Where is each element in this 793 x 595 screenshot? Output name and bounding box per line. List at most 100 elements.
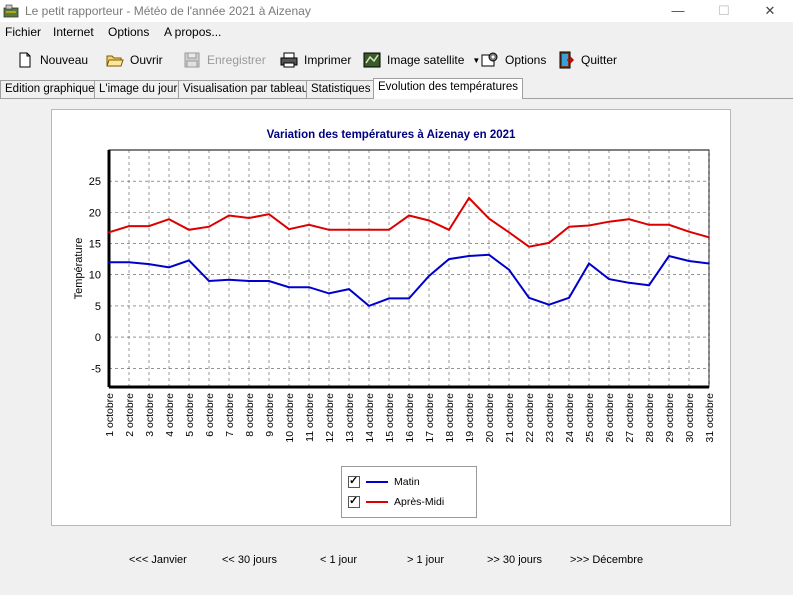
new-document-icon: [19, 52, 31, 68]
legend-item-apres-midi[interactable]: Après-Midi: [348, 494, 444, 510]
x-tick-label: 18 octobre: [444, 393, 456, 443]
data-point-matin: [428, 275, 430, 277]
print-label: Imprimer: [304, 53, 352, 67]
new-label: Nouveau: [40, 53, 89, 67]
y-tick-label: 15: [89, 239, 101, 251]
data-point-matin: [648, 284, 650, 287]
toolbar: Nouveau Ouvrir Enregistrer Imprimer Imag…: [0, 46, 793, 74]
data-point-apres-midi: [528, 245, 530, 248]
tab-edition-graphique[interactable]: Edition graphique: [0, 80, 100, 98]
x-tick-label: 12 octobre: [324, 393, 336, 443]
data-point-apres-midi: [328, 229, 330, 231]
x-tick-label: 2 octobre: [124, 393, 136, 437]
tab-evolution-temperatures[interactable]: Evolution des températures: [373, 78, 523, 99]
legend-checkbox-matin[interactable]: [348, 474, 360, 488]
title-bar: Le petit rapporteur - Météo de l'année 2…: [0, 0, 793, 22]
x-tick-label: 30 octobre: [684, 393, 696, 443]
x-tick-label: 8 octobre: [244, 393, 256, 437]
new-button[interactable]: Nouveau: [16, 50, 88, 70]
data-point-matin: [608, 278, 610, 280]
data-point-matin: [628, 282, 630, 284]
x-tick-label: 27 octobre: [624, 393, 636, 443]
data-point-matin: [148, 263, 150, 265]
open-folder-icon: [106, 55, 124, 67]
data-point-apres-midi: [468, 197, 470, 199]
menu-fichier[interactable]: Fichier: [5, 25, 42, 39]
x-tick-label: 29 octobre: [664, 393, 676, 443]
quit-label: Quitter: [581, 53, 618, 67]
data-point-apres-midi: [488, 217, 490, 220]
data-point-apres-midi: [128, 225, 130, 227]
x-tick-label: 31 octobre: [704, 393, 716, 443]
quit-button[interactable]: Quitter: [557, 50, 617, 70]
y-tick-label: 5: [95, 301, 101, 313]
data-point-matin: [668, 255, 670, 257]
x-tick-label: 28 octobre: [644, 393, 656, 443]
data-point-matin: [328, 292, 330, 295]
open-button[interactable]: Ouvrir: [106, 50, 163, 70]
nav-decembre-button[interactable]: >>> Décembre: [570, 554, 644, 566]
nav-janvier-button[interactable]: <<< Janvier: [129, 554, 187, 566]
options-icon: [481, 52, 498, 67]
x-tick-label: 16 octobre: [404, 393, 416, 443]
tab-statistiques[interactable]: Statistiques: [306, 80, 376, 98]
tab-image-du-jour[interactable]: L'image du jour: [94, 80, 183, 98]
legend-label-apres-midi: Après-Midi: [394, 496, 445, 508]
data-point-apres-midi: [168, 218, 170, 221]
data-point-apres-midi: [608, 220, 610, 223]
satellite-label: Image satellite: [387, 53, 465, 67]
data-point-matin: [308, 286, 310, 289]
legend-label-matin: Matin: [394, 476, 420, 488]
minimize-button[interactable]: —: [671, 3, 685, 18]
maximize-button[interactable]: ☐: [718, 3, 730, 18]
data-point-apres-midi: [288, 228, 290, 231]
x-tick-label: 7 octobre: [224, 393, 236, 437]
dropdown-arrow-icon[interactable]: ▼: [472, 55, 481, 65]
legend-checkbox-apres-midi[interactable]: [348, 494, 360, 508]
data-point-matin: [488, 253, 490, 256]
save-button[interactable]: Enregistrer: [183, 50, 266, 70]
chart-title: Variation des températures à Aizenay en …: [266, 129, 516, 141]
tab-bar: Edition graphique L'image du jour Visual…: [0, 78, 793, 99]
temperature-chart: 25 20 15 10 5 0 -5 Température 1 octobre 2 octobr…: [73, 149, 716, 443]
data-point-apres-midi: [308, 224, 310, 226]
x-tick-label: 19 octobre: [464, 393, 476, 443]
nav-minus-1-button[interactable]: < 1 jour: [320, 554, 357, 566]
x-tick-label: 4 octobre: [164, 393, 176, 437]
x-tick-label: 20 octobre: [484, 393, 496, 443]
save-label: Enregistrer: [207, 53, 266, 67]
data-point-apres-midi: [268, 213, 270, 216]
menu-internet[interactable]: Internet: [53, 25, 94, 39]
close-button[interactable]: ✕: [764, 3, 776, 18]
legend-line-apres-midi: [366, 501, 388, 503]
data-point-apres-midi: [228, 214, 230, 217]
x-tick-label: 6 octobre: [204, 393, 216, 437]
y-axis-label: Température: [73, 238, 85, 300]
data-point-matin: [388, 297, 390, 300]
y-tick-label: 20: [89, 207, 101, 219]
x-tick-label: 10 octobre: [284, 393, 296, 443]
menu-apropos[interactable]: A propos...: [164, 25, 222, 39]
satellite-button[interactable]: Image satellite ▼: [363, 50, 480, 70]
nav-minus-30-button[interactable]: << 30 jours: [222, 554, 278, 566]
data-point-apres-midi: [348, 229, 350, 231]
data-point-matin: [548, 303, 550, 306]
data-point-matin: [288, 286, 290, 289]
print-button[interactable]: Imprimer: [280, 50, 351, 70]
data-point-matin: [168, 266, 170, 269]
data-point-apres-midi: [368, 229, 370, 231]
nav-plus-1-button[interactable]: > 1 jour: [407, 554, 444, 566]
data-point-apres-midi: [508, 231, 510, 234]
legend-item-matin[interactable]: Matin: [348, 474, 420, 490]
menu-options[interactable]: Options: [108, 25, 150, 39]
save-disk-icon: [184, 52, 200, 68]
y-tick-label: 25: [89, 176, 101, 188]
data-point-apres-midi: [588, 224, 590, 227]
chart-panel: Variation des températures à Aizenay en …: [51, 109, 731, 526]
nav-plus-30-button[interactable]: >> 30 jours: [487, 554, 543, 566]
options-button[interactable]: Options: [481, 50, 546, 70]
data-point-apres-midi: [248, 217, 250, 219]
tab-visualisation-tableau[interactable]: Visualisation par tableau: [178, 80, 314, 98]
data-point-matin: [588, 262, 590, 265]
data-point-matin: [128, 261, 130, 264]
